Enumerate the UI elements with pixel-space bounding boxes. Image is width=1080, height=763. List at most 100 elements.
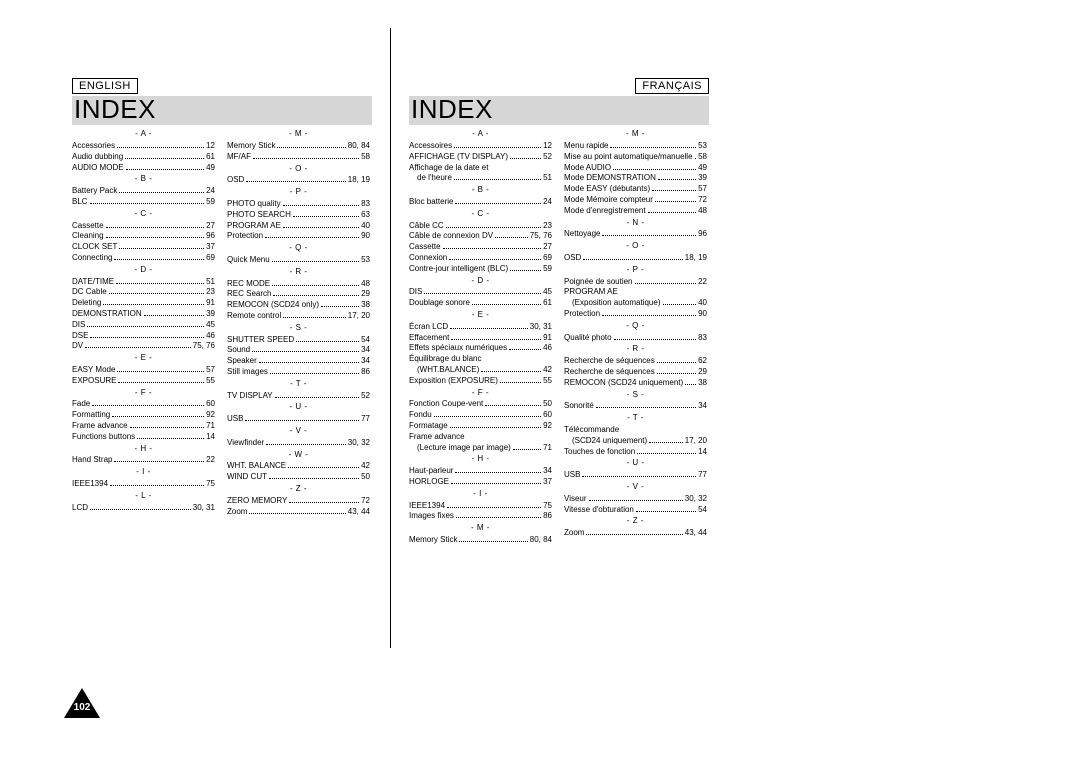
dot-leaders: [495, 233, 528, 238]
dot-leaders: [130, 423, 205, 428]
index-entry: EXPOSURE55: [72, 376, 215, 387]
entry-pages: 60: [206, 399, 215, 410]
index-entry: PROGRAM AE: [564, 287, 707, 298]
index-entry: LCD30, 31: [72, 503, 215, 514]
entry-label: DIS: [409, 287, 422, 298]
entry-pages: 34: [698, 401, 707, 412]
index-entry: Zoom43, 44: [227, 507, 370, 518]
index-entry: Viewfinder30, 32: [227, 438, 370, 449]
index-entry: DC Cable23: [72, 287, 215, 298]
entry-label: PROGRAM AE: [227, 221, 281, 232]
entry-label: Écran LCD: [409, 322, 448, 333]
index-entry: Mode d'enregistrement48: [564, 206, 707, 217]
dot-leaders: [500, 378, 541, 383]
section-head: - H -: [72, 444, 215, 455]
entry-pages: 27: [206, 221, 215, 232]
entry-label: Viseur: [564, 494, 587, 505]
entry-pages: 50: [543, 399, 552, 410]
dot-leaders: [106, 223, 205, 228]
dot-leaders: [685, 380, 696, 385]
dot-leaders: [90, 333, 204, 338]
entry-pages: 40: [361, 221, 370, 232]
entry-label: HORLOGE: [409, 477, 449, 488]
entry-label: Formatting: [72, 410, 110, 421]
index-entry: Speaker34: [227, 356, 370, 367]
entry-pages: 57: [698, 184, 707, 195]
entry-pages: 75: [206, 479, 215, 490]
section-head: - F -: [409, 388, 552, 399]
section-head: - D -: [409, 276, 552, 287]
entry-label: Mode d'enregistrement: [564, 206, 646, 217]
index-entry: Effacement91: [409, 333, 552, 344]
entry-label: Remote control: [227, 311, 281, 322]
index-entry: IEEE139475: [409, 501, 552, 512]
dot-leaders: [596, 403, 696, 408]
lang-label-english: ENGLISH: [72, 78, 138, 94]
entry-pages: 49: [698, 163, 707, 174]
entry-pages: 30, 31: [530, 322, 552, 333]
index-entry: Formatting92: [72, 410, 215, 421]
index-entry: Audio dubbing61: [72, 152, 215, 163]
entry-pages: 54: [698, 505, 707, 516]
entry-label: Functions buttons: [72, 432, 135, 443]
entry-pages: 23: [543, 221, 552, 232]
entry-label: WIND CUT: [227, 472, 267, 483]
entry-label: DATE/TIME: [72, 277, 114, 288]
dot-leaders: [273, 291, 359, 296]
entry-pages: 38: [698, 378, 707, 389]
entry-label: Recherche de séquences: [564, 356, 655, 367]
index-entry: (Lecture image par image)71: [409, 443, 552, 454]
index-entry: Câble CC23: [409, 221, 552, 232]
entry-label: Fade: [72, 399, 90, 410]
index-entry: PHOTO quality83: [227, 199, 370, 210]
index-entry: BLC59: [72, 197, 215, 208]
index-entry: Vitesse d'obturation 54: [564, 505, 707, 516]
index-entry: PROGRAM AE 40: [227, 221, 370, 232]
entry-pages: 29: [361, 289, 370, 300]
entry-label: Frame advance: [72, 421, 128, 432]
index-entry: Accessories12: [72, 141, 215, 152]
dot-leaders: [245, 416, 359, 421]
entry-pages: 77: [698, 470, 707, 481]
entry-label: Haut-parleur: [409, 466, 453, 477]
dot-leaders: [485, 401, 541, 406]
section-head: - T -: [227, 379, 370, 390]
section-head: - B -: [409, 185, 552, 196]
section-head: - Z -: [564, 516, 707, 527]
dot-leaders: [636, 507, 696, 512]
dot-leaders: [451, 479, 541, 484]
index-entry: Sonorité34: [564, 401, 707, 412]
entry-pages: 60: [543, 410, 552, 421]
dot-leaders: [657, 369, 696, 374]
entry-pages: 55: [206, 376, 215, 387]
entry-label: Câble de connexion DV: [409, 231, 493, 242]
dot-leaders: [92, 401, 204, 406]
dot-leaders: [272, 257, 359, 262]
dot-leaders: [454, 175, 541, 180]
entry-pages: 63: [361, 210, 370, 221]
entry-label: REMOCON (SCD24 uniquement): [564, 378, 683, 389]
index-entry: Fonction Coupe-vent50: [409, 399, 552, 410]
entry-label: DSE: [72, 331, 88, 342]
entry-label: Connexion: [409, 253, 447, 264]
index-entry: REC MODE48: [227, 279, 370, 290]
index-entry: Frame advance71: [72, 421, 215, 432]
entry-label: OSD: [227, 175, 244, 186]
section-head: - I -: [72, 467, 215, 478]
section-head: - S -: [227, 323, 370, 334]
index-entry: Nettoyage96: [564, 229, 707, 240]
entry-pages: 58: [698, 152, 707, 163]
entry-pages: 51: [206, 277, 215, 288]
dot-leaders: [106, 233, 205, 238]
dot-leaders: [663, 300, 697, 305]
section-head: - B -: [72, 174, 215, 185]
entry-pages: 52: [543, 152, 552, 163]
entry-label: Vitesse d'obturation: [564, 505, 634, 516]
index-entry: Hand Strap22: [72, 455, 215, 466]
index-entry: IEEE139475: [72, 479, 215, 490]
dot-leaders: [249, 509, 345, 514]
entry-label: Speaker: [227, 356, 257, 367]
entry-label: Poignée de soutien: [564, 277, 633, 288]
section-head: - V -: [564, 482, 707, 493]
index-entry: Qualité photo83: [564, 333, 707, 344]
